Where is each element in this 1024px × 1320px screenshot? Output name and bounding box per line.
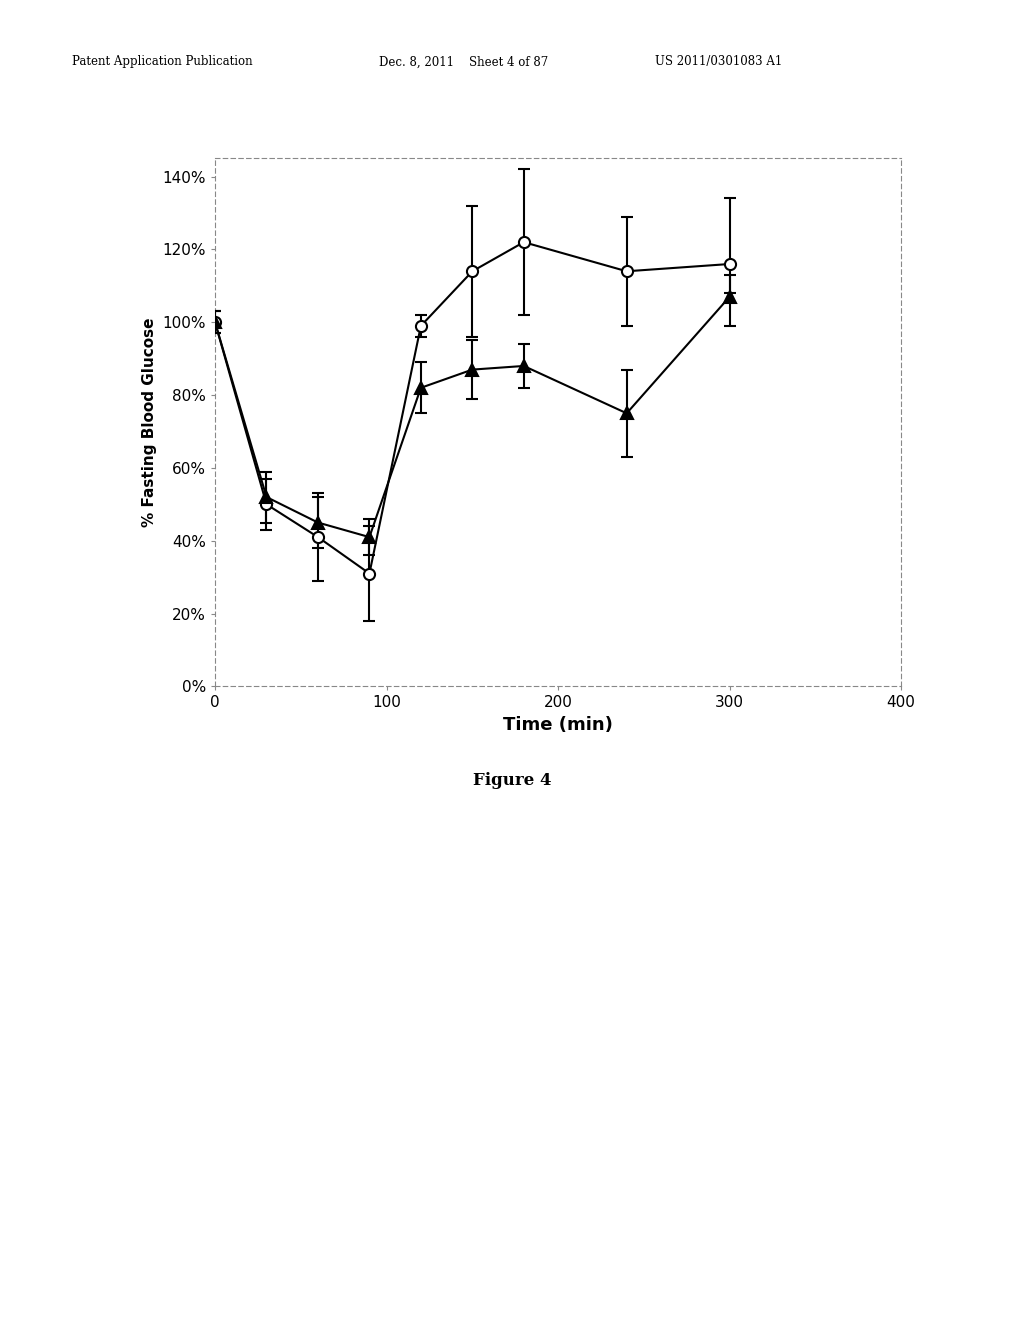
Text: Dec. 8, 2011    Sheet 4 of 87: Dec. 8, 2011 Sheet 4 of 87 <box>379 55 548 69</box>
Text: Patent Application Publication: Patent Application Publication <box>72 55 252 69</box>
Text: US 2011/0301083 A1: US 2011/0301083 A1 <box>655 55 782 69</box>
X-axis label: Time (min): Time (min) <box>503 715 613 734</box>
Text: Figure 4: Figure 4 <box>473 772 551 789</box>
Y-axis label: % Fasting Blood Glucose: % Fasting Blood Glucose <box>142 318 157 527</box>
